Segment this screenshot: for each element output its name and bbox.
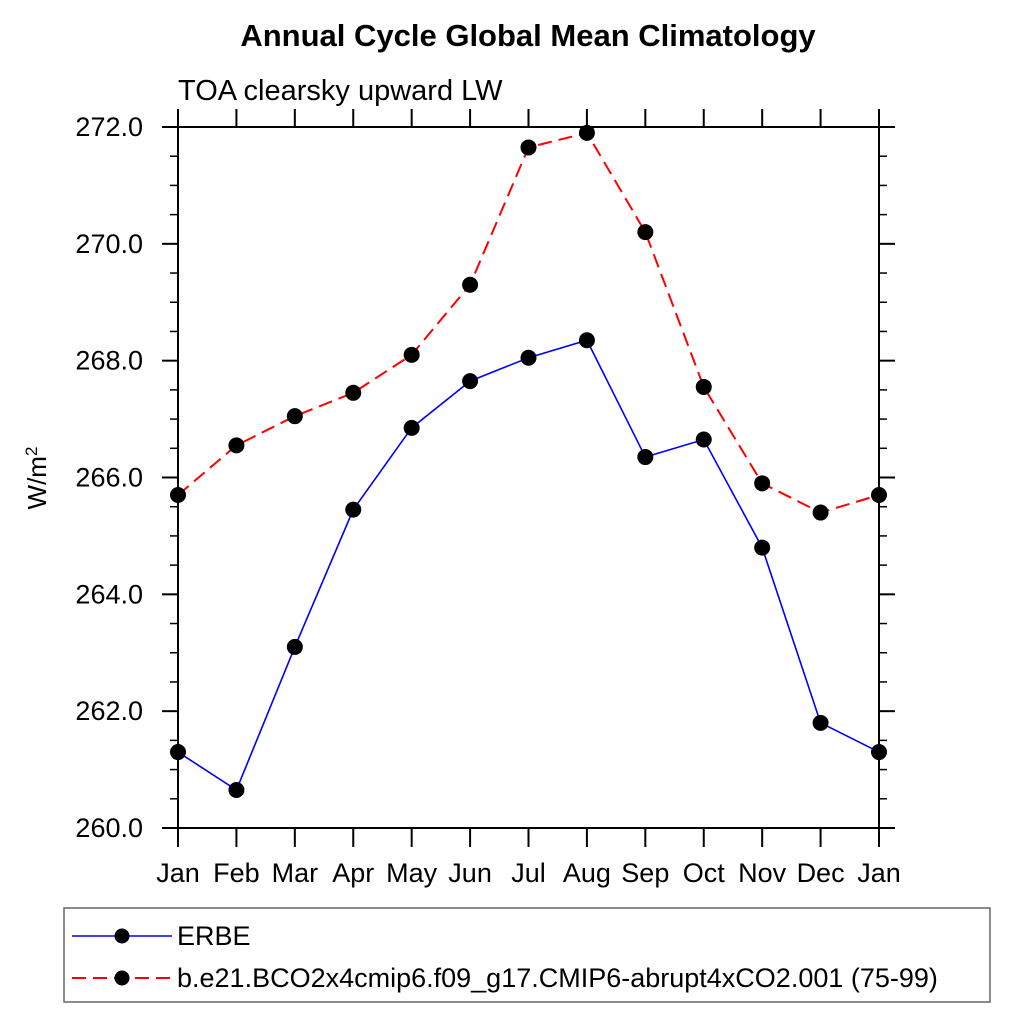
legend-marker-0 — [114, 928, 130, 944]
legend: ERBE b.e21.BCO2x4cmip6.f09_g17.CMIP6-abru… — [63, 907, 991, 1003]
data-point — [812, 504, 829, 521]
data-point — [520, 349, 537, 366]
y-tick-label: 260.0 — [75, 813, 143, 843]
data-point — [812, 714, 829, 731]
data-point — [754, 475, 771, 492]
plot-axes — [162, 109, 895, 847]
series-line-0 — [177, 339, 880, 792]
data-point — [286, 638, 303, 655]
y-axis-label-exponent: 2 — [22, 447, 41, 456]
x-tick-label: Jan — [857, 858, 901, 888]
x-tick-labels: Jan Feb Mar Apr May Jun Jul Aug Sep Oct Nov Dec Jan — [156, 858, 901, 888]
legend-box — [63, 907, 991, 1003]
x-tick-label: Apr — [332, 858, 374, 888]
data-point — [578, 332, 595, 349]
data-point — [286, 408, 303, 425]
legend-label-1: b.e21.BCO2x4cmip6.f09_g17.CMIP6-abrupt4x… — [177, 963, 938, 993]
data-point — [345, 501, 362, 518]
x-tick-label: Jan — [156, 858, 200, 888]
y-tick-label: 262.0 — [75, 696, 143, 726]
x-tick-label: Mar — [272, 858, 319, 888]
data-point — [170, 487, 186, 504]
series-lines — [170, 124, 887, 799]
y-tick-label: 266.0 — [75, 463, 143, 493]
y-tick-label: 264.0 — [75, 579, 143, 609]
plot-frame — [177, 126, 880, 829]
data-point — [695, 378, 712, 395]
data-point — [695, 431, 712, 448]
y-axis-label: W/m2 — [22, 447, 52, 510]
data-point — [403, 346, 420, 363]
legend-marker-1 — [114, 970, 130, 986]
x-tick-label: Dec — [797, 858, 845, 888]
y-tick-label: 270.0 — [75, 229, 143, 259]
data-point — [403, 419, 420, 436]
y-tick-label: 272.0 — [75, 112, 143, 142]
y-axis-label-base: W/m — [22, 456, 52, 509]
x-tick-label: Aug — [563, 858, 611, 888]
data-point — [754, 539, 771, 556]
y-tick-labels: 260.0 262.0 264.0 266.0 268.0 270.0 272.0 — [75, 112, 143, 843]
data-point — [228, 437, 245, 454]
data-point — [462, 276, 479, 293]
x-tick-label: Oct — [683, 858, 726, 888]
data-point — [871, 487, 887, 504]
chart-subtitle: TOA clearsky upward LW — [178, 75, 503, 107]
series-line-1 — [177, 131, 880, 514]
data-point — [578, 124, 595, 141]
data-point — [520, 139, 537, 156]
data-point — [170, 744, 186, 761]
x-tick-label: Feb — [213, 858, 260, 888]
x-tick-label: Jul — [511, 858, 546, 888]
x-tick-label: Nov — [738, 858, 787, 888]
x-tick-label: May — [386, 858, 438, 888]
data-point — [637, 449, 654, 466]
data-point — [871, 744, 887, 761]
data-point — [462, 373, 479, 390]
y-tick-label: 268.0 — [75, 346, 143, 376]
chart-title: Annual Cycle Global Mean Climatology — [240, 18, 816, 53]
data-point — [345, 384, 362, 401]
x-tick-label: Jun — [448, 858, 492, 888]
data-point — [228, 782, 245, 799]
x-tick-label: Sep — [621, 858, 669, 888]
data-point — [637, 224, 654, 241]
legend-label-0: ERBE — [177, 921, 251, 951]
